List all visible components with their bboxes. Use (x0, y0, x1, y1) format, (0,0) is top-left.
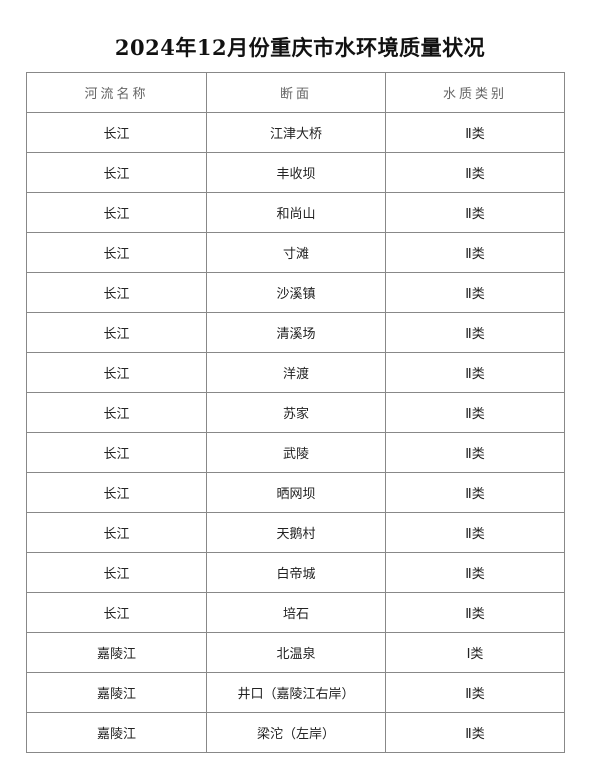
section-cell: 晒网坝 (206, 472, 386, 513)
river-cell: 长江 (26, 112, 207, 153)
river-cell: 长江 (26, 472, 207, 513)
section-cell: 寸滩 (206, 232, 386, 273)
table-row: 长江 沙溪镇 Ⅱ类 (26, 272, 565, 313)
river-cell: 长江 (26, 512, 207, 553)
table-row: 长江 武陵 Ⅱ类 (26, 432, 565, 473)
page-title: 2024年12月份重庆市水环境质量状况 (114, 35, 486, 60)
river-cell: 嘉陵江 (26, 712, 207, 753)
section-cell: 清溪场 (206, 312, 386, 353)
section-cell: 苏家 (206, 392, 386, 433)
quality-cell: Ⅱ类 (385, 312, 565, 353)
quality-cell: Ⅱ类 (385, 592, 565, 633)
river-cell: 嘉陵江 (26, 632, 207, 673)
table-row: 长江 培石 Ⅱ类 (26, 592, 565, 633)
table-row: 长江 苏家 Ⅱ类 (26, 392, 565, 433)
quality-cell: Ⅱ类 (385, 112, 565, 153)
quality-cell: Ⅰ类 (385, 632, 565, 673)
river-cell: 长江 (26, 272, 207, 313)
section-cell: 井口（嘉陵江右岸） (206, 672, 386, 713)
header-river: 河流名称 (26, 72, 207, 113)
section-cell: 培石 (206, 592, 386, 633)
river-cell: 长江 (26, 232, 207, 273)
river-cell: 长江 (26, 432, 207, 473)
water-quality-table: 河流名称 断面 水质类别 长江 江津大桥 Ⅱ类 长江 丰收坝 Ⅱ类 长江 和尚山 Ⅱ类 长江 寸滩 Ⅱ… (26, 72, 565, 753)
table-row: 嘉陵江 北温泉 Ⅰ类 (26, 632, 565, 673)
river-cell: 长江 (26, 352, 207, 393)
table-row: 长江 洋渡 Ⅱ类 (26, 352, 565, 393)
table-header-row: 河流名称 断面 水质类别 (26, 72, 565, 113)
table-row: 长江 江津大桥 Ⅱ类 (26, 112, 565, 153)
quality-cell: Ⅱ类 (385, 152, 565, 193)
header-section: 断面 (206, 72, 386, 113)
section-cell: 沙溪镇 (206, 272, 386, 313)
river-cell: 长江 (26, 152, 207, 193)
quality-cell: Ⅱ类 (385, 552, 565, 593)
section-cell: 江津大桥 (206, 112, 386, 153)
river-cell: 嘉陵江 (26, 672, 207, 713)
quality-cell: Ⅱ类 (385, 272, 565, 313)
table-row: 长江 和尚山 Ⅱ类 (26, 192, 565, 233)
river-cell: 长江 (26, 312, 207, 353)
section-cell: 梁沱（左岸） (206, 712, 386, 753)
section-cell: 洋渡 (206, 352, 386, 393)
header-quality: 水质类别 (385, 72, 565, 113)
table-row: 嘉陵江 井口（嘉陵江右岸） Ⅱ类 (26, 672, 565, 713)
section-cell: 北温泉 (206, 632, 386, 673)
table-row: 嘉陵江 梁沱（左岸） Ⅱ类 (26, 712, 565, 753)
section-cell: 白帝城 (206, 552, 386, 593)
quality-cell: Ⅱ类 (385, 512, 565, 553)
table-row: 长江 白帝城 Ⅱ类 (26, 552, 565, 593)
quality-cell: Ⅱ类 (385, 472, 565, 513)
quality-cell: Ⅱ类 (385, 352, 565, 393)
quality-cell: Ⅱ类 (385, 232, 565, 273)
section-cell: 天鹅村 (206, 512, 386, 553)
table-row: 长江 寸滩 Ⅱ类 (26, 232, 565, 273)
river-cell: 长江 (26, 192, 207, 233)
river-cell: 长江 (26, 592, 207, 633)
quality-cell: Ⅱ类 (385, 192, 565, 233)
section-cell: 武陵 (206, 432, 386, 473)
quality-cell: Ⅱ类 (385, 392, 565, 433)
quality-cell: Ⅱ类 (385, 712, 565, 753)
table-row: 长江 丰收坝 Ⅱ类 (26, 152, 565, 193)
section-cell: 和尚山 (206, 192, 386, 233)
table-row: 长江 清溪场 Ⅱ类 (26, 312, 565, 353)
river-cell: 长江 (26, 552, 207, 593)
table-row: 长江 晒网坝 Ⅱ类 (26, 472, 565, 513)
quality-cell: Ⅱ类 (385, 672, 565, 713)
section-cell: 丰收坝 (206, 152, 386, 193)
river-cell: 长江 (26, 392, 207, 433)
quality-cell: Ⅱ类 (385, 432, 565, 473)
table-row: 长江 天鹅村 Ⅱ类 (26, 512, 565, 553)
